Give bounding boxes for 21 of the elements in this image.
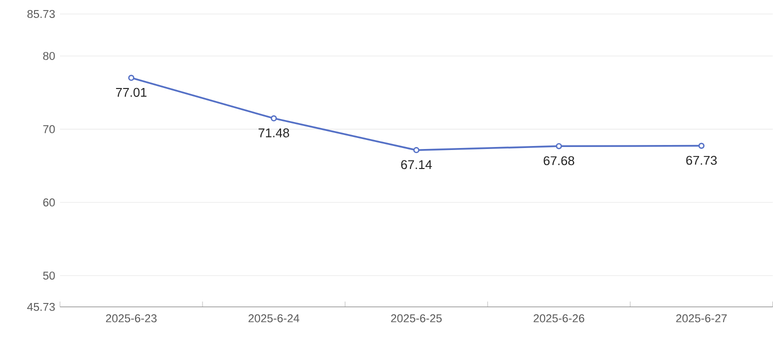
point <box>413 147 420 154</box>
y-tick-label: 80 <box>43 52 55 60</box>
point <box>128 74 134 81</box>
point <box>556 143 562 150</box>
data-label: 67.73 <box>686 156 717 165</box>
x-tick-label: 2025-6-23 <box>106 314 157 322</box>
x-tick-label: 2025-6-24 <box>248 314 300 322</box>
x-tick-label: 2025-6-26 <box>534 314 584 322</box>
y-tick-label: 45.73 <box>27 302 55 311</box>
data-label: 67.14 <box>401 160 432 170</box>
point <box>270 115 277 122</box>
point <box>698 142 705 149</box>
y-tick-label: 85.73 <box>27 10 55 18</box>
y-tick-label: 70 <box>43 125 55 134</box>
data-label: 67.68 <box>544 156 574 166</box>
x-tick-label: 2025-6-27 <box>676 314 727 322</box>
x-tick-label: 2025-6-25 <box>391 314 442 322</box>
data-label: 71.48 <box>258 128 290 138</box>
data-label: 77.01 <box>116 88 146 97</box>
y-tick-label: 50 <box>43 272 55 280</box>
y-tick-label: 60 <box>43 198 55 206</box>
